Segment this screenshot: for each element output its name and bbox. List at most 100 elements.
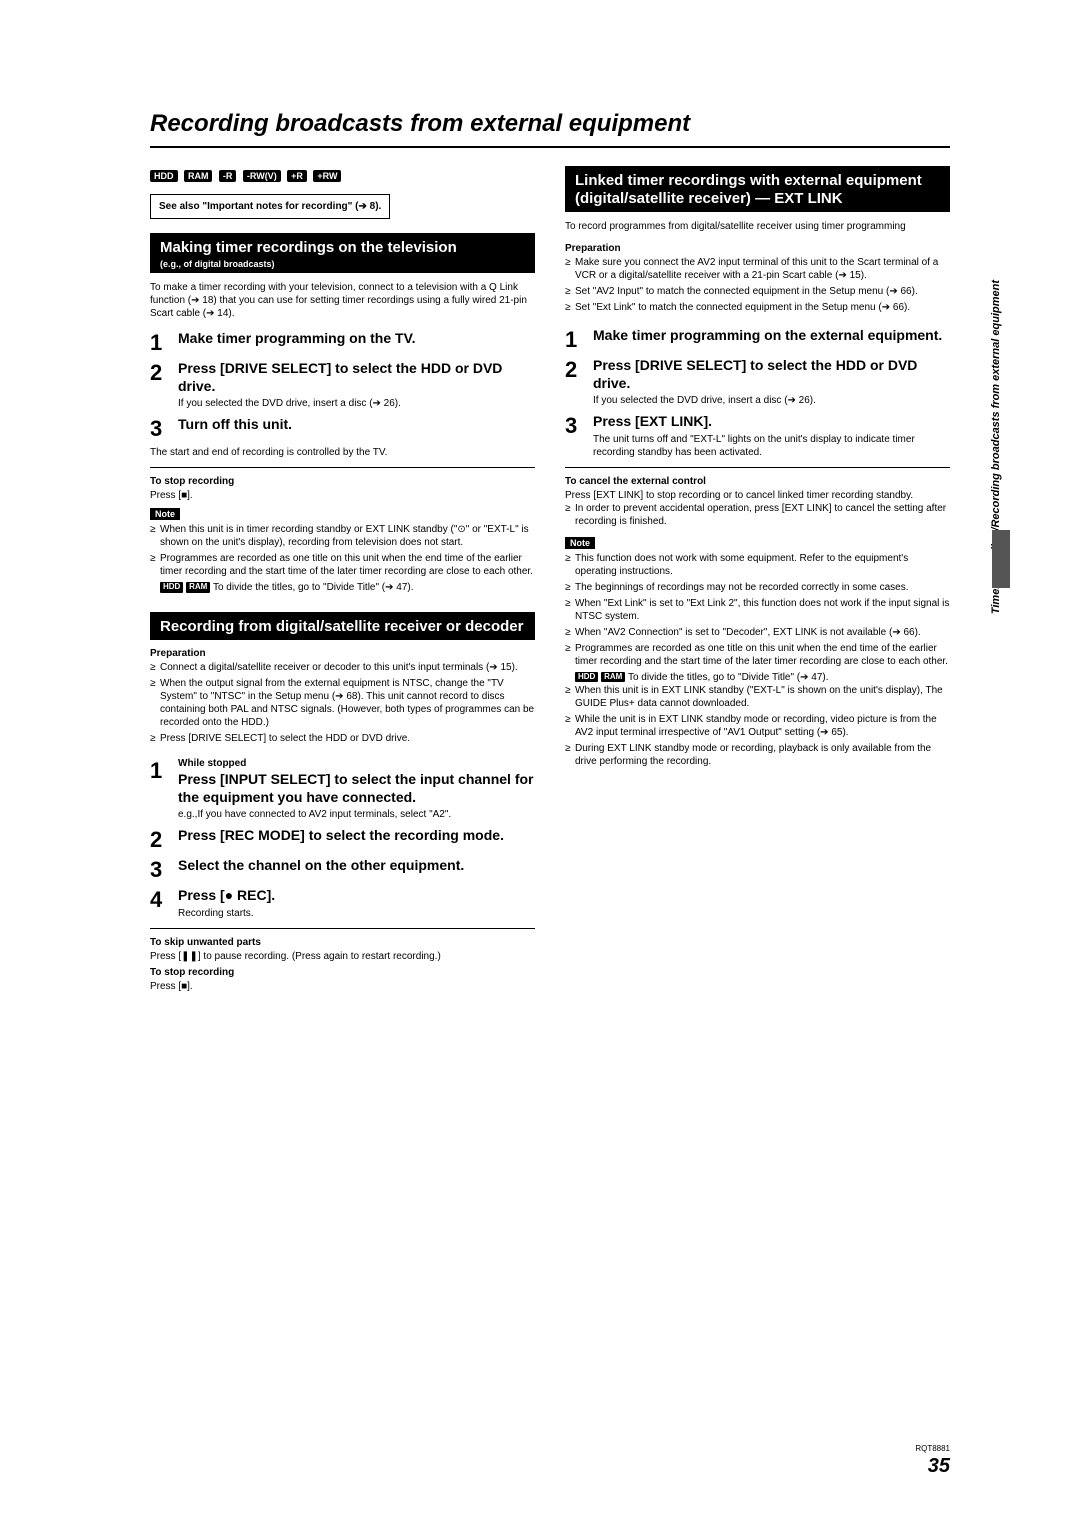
step-number: 2 [565, 357, 593, 381]
note-item: During EXT LINK standby mode or recordin… [565, 742, 950, 768]
prep-item: Press [DRIVE SELECT] to select the HDD o… [150, 732, 535, 745]
format-badges: HDD RAM -R -RW(V) +R +RW [150, 166, 535, 184]
right-column: Linked timer recordings with external eq… [565, 166, 950, 993]
step-title: Press [DRIVE SELECT] to select the HDD o… [593, 357, 950, 392]
see-also-box: See also "Important notes for recording"… [150, 194, 390, 219]
badge-plusrw: +RW [313, 170, 341, 182]
note-item: While the unit is in EXT LINK standby mo… [565, 713, 950, 739]
page-title: Recording broadcasts from external equip… [150, 110, 950, 148]
step-1: 1 Make timer programming on the TV. [150, 330, 535, 354]
prep-item: Connect a digital/satellite receiver or … [150, 661, 535, 674]
badge-plusr: +R [287, 170, 307, 182]
divide-text: To divide the titles, go to "Divide Titl… [628, 672, 829, 683]
prep-list: Connect a digital/satellite receiver or … [150, 661, 535, 745]
page-footer: RQT8881 35 [915, 1444, 950, 1478]
step-number: 2 [150, 827, 178, 851]
note-list: This function does not work with some eq… [565, 552, 950, 668]
step-number: 1 [150, 330, 178, 354]
stop-text: Press [■]. [150, 980, 535, 993]
prep-item: When the output signal from the external… [150, 677, 535, 729]
content-columns: HDD RAM -R -RW(V) +R +RW See also "Impor… [150, 166, 950, 993]
step-title: Turn off this unit. [178, 416, 535, 434]
badge-hdd: HDD [150, 170, 178, 182]
step-note: e.g.,If you have connected to AV2 input … [178, 808, 535, 821]
badge-ram: RAM [184, 170, 213, 182]
step-2: 2 Press [DRIVE SELECT] to select the HDD… [150, 360, 535, 410]
step-note: The unit turns off and "EXT-L" lights on… [593, 433, 950, 459]
skip-heading: To skip unwanted parts [150, 937, 535, 948]
step-title: Make timer programming on the external e… [593, 327, 950, 345]
note-item: Programmes are recorded as one title on … [150, 552, 535, 578]
note-item: When "Ext Link" is set to "Ext Link 2", … [565, 597, 950, 623]
hdd-badge-icon: HDD [160, 582, 183, 592]
section-header-satellite: Recording from digital/satellite receive… [150, 612, 535, 640]
divider [150, 467, 535, 468]
step-title: Make timer programming on the TV. [178, 330, 535, 348]
ram-badge-icon: RAM [186, 582, 210, 592]
cancel-bullet: In order to prevent accidental operation… [565, 502, 950, 528]
note-item: Programmes are recorded as one title on … [565, 642, 950, 668]
step-number: 1 [150, 758, 178, 782]
prep-list: Make sure you connect the AV2 input term… [565, 256, 950, 314]
step-number: 3 [565, 413, 593, 437]
intro-text: To make a timer recording with your tele… [150, 281, 535, 320]
step-1: 1 While stopped Press [INPUT SELECT] to … [150, 758, 535, 821]
stop-heading: To stop recording [150, 967, 535, 978]
step-2: 2 Press [REC MODE] to select the recordi… [150, 827, 535, 851]
section-subtitle: (e.g., of digital broadcasts) [160, 259, 525, 269]
section-title: Recording from digital/satellite receive… [160, 618, 525, 636]
step-2: 2 Press [DRIVE SELECT] to select the HDD… [565, 357, 950, 407]
footer-code: RQT8881 [915, 1444, 950, 1453]
step-note: If you selected the DVD drive, insert a … [178, 397, 535, 410]
side-tab-marker [992, 530, 1010, 588]
section-title: Linked timer recordings with external eq… [575, 172, 940, 208]
note-item: This function does not work with some eq… [565, 552, 950, 578]
note-list-2: When this unit is in EXT LINK standby ("… [565, 684, 950, 768]
note-item: When this unit is in timer recording sta… [150, 523, 535, 549]
prep-item: Set "Ext Link" to match the connected eq… [565, 301, 950, 314]
step-pre: While stopped [178, 758, 535, 769]
skip-text: Press [❚❚] to pause recording. (Press ag… [150, 950, 535, 963]
step-3: 3 Turn off this unit. [150, 416, 535, 440]
preparation-heading: Preparation [565, 243, 950, 254]
hdd-badge-icon: HDD [575, 672, 598, 682]
section-title: Making timer recordings on the televisio… [160, 239, 525, 257]
badge-rwv: -RW(V) [243, 170, 281, 182]
divider [150, 928, 535, 929]
step-3: 3 Select the channel on the other equipm… [150, 857, 535, 881]
note-item: The beginnings of recordings may not be … [565, 581, 950, 594]
note-item: When "AV2 Connection" is set to "Decoder… [565, 626, 950, 639]
step-1: 1 Make timer programming on the external… [565, 327, 950, 351]
prep-item: Make sure you connect the AV2 input term… [565, 256, 950, 282]
step-title: Select the channel on the other equipmen… [178, 857, 535, 875]
divide-text: To divide the titles, go to "Divide Titl… [213, 582, 414, 593]
step-title: Press [● REC]. [178, 887, 535, 905]
preparation-heading: Preparation [150, 648, 535, 659]
step-title: Press [REC MODE] to select the recording… [178, 827, 535, 845]
stop-heading: To stop recording [150, 476, 535, 487]
step-3: 3 Press [EXT LINK]. The unit turns off a… [565, 413, 950, 459]
step-number: 4 [150, 887, 178, 911]
after-text: The start and end of recording is contro… [150, 446, 535, 459]
step-number: 3 [150, 416, 178, 440]
stop-text: Press [■]. [150, 489, 535, 502]
step-number: 3 [150, 857, 178, 881]
step-note: If you selected the DVD drive, insert a … [593, 394, 950, 407]
divide-line: HDD RAM To divide the titles, go to "Div… [150, 581, 535, 594]
prep-item: Set "AV2 Input" to match the connected e… [565, 285, 950, 298]
step-4: 4 Press [● REC]. Recording starts. [150, 887, 535, 920]
step-title: Press [EXT LINK]. [593, 413, 950, 431]
divide-line: HDD RAM To divide the titles, go to "Div… [565, 671, 950, 684]
badge-r: -R [219, 170, 237, 182]
intro-text: To record programmes from digital/satell… [565, 220, 950, 233]
cancel-heading: To cancel the external control [565, 476, 950, 487]
step-title: Press [INPUT SELECT] to select the input… [178, 771, 535, 806]
note-tag: Note [565, 537, 595, 549]
section-header-extlink: Linked timer recordings with external eq… [565, 166, 950, 212]
step-note: Recording starts. [178, 907, 535, 920]
note-tag: Note [150, 508, 180, 520]
step-number: 1 [565, 327, 593, 351]
note-item: When this unit is in EXT LINK standby ("… [565, 684, 950, 710]
step-number: 2 [150, 360, 178, 384]
page-number: 35 [915, 1455, 950, 1478]
